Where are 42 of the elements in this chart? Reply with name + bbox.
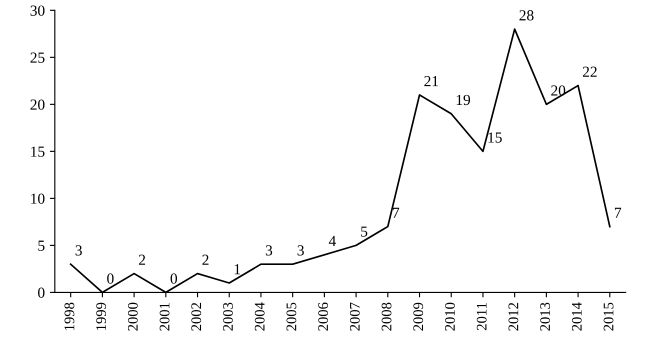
x-tick-label: 2013	[540, 302, 550, 331]
data-label: 28	[519, 10, 534, 20]
x-tick-label: 2014	[572, 302, 582, 331]
data-label: 19	[456, 94, 470, 106]
y-tick-label: 5	[38, 240, 45, 251]
data-label: 0	[107, 273, 114, 284]
x-tick-label: 2005	[286, 302, 296, 331]
data-label: 21	[424, 76, 438, 86]
x-tick-label: 2001	[160, 302, 170, 331]
x-tick-label: 2011	[476, 302, 487, 330]
data-label: 3	[76, 245, 82, 256]
x-tick-label: 1999	[96, 302, 106, 330]
data-label: 2	[202, 254, 208, 265]
data-label: 15	[488, 132, 502, 143]
data-label: 1	[234, 264, 240, 274]
data-label: 3	[298, 245, 304, 256]
x-tick-label: 2009	[413, 302, 424, 331]
x-tick-label: 2003	[223, 302, 233, 331]
data-label: 5	[361, 226, 368, 237]
x-tick-label: 2007	[350, 302, 360, 331]
data-label: 3	[266, 245, 272, 256]
x-tick-label: 1998	[64, 302, 74, 330]
data-label: 0	[170, 273, 178, 284]
y-tick-label: 25	[30, 52, 45, 63]
x-tick-label: 2010	[445, 302, 455, 331]
data-label: 2	[138, 254, 146, 265]
data-label: 7	[392, 208, 400, 218]
y-tick-label: 10	[31, 194, 45, 204]
y-tick-label: 20	[30, 99, 45, 110]
data-label: 4	[328, 236, 336, 246]
x-tick-label: 2008	[382, 302, 392, 331]
y-tick-label: 15	[31, 146, 45, 157]
data-label: 7	[614, 208, 622, 218]
y-tick-label: 30	[30, 5, 45, 16]
y-tick-label: 0	[38, 288, 45, 298]
x-tick-label: 2015	[604, 302, 614, 331]
x-tick-label: 2000	[128, 302, 138, 331]
x-tick-label: 2002	[191, 302, 202, 331]
x-tick-label: 2012	[508, 302, 518, 331]
x-tick-label: 2006	[318, 302, 328, 331]
data-label: 22	[582, 66, 597, 77]
x-tick-label: 2004	[254, 302, 265, 331]
